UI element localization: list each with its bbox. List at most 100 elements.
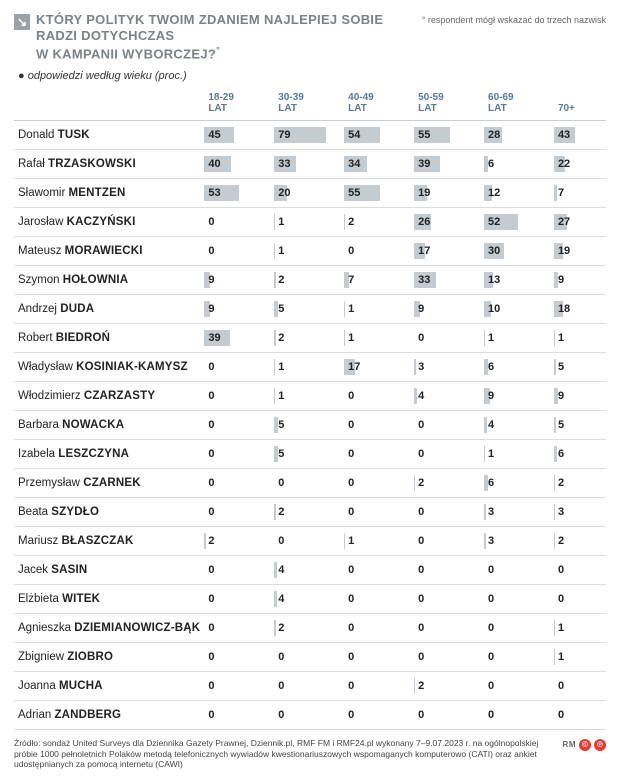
value-label: 1: [278, 212, 284, 232]
value-label: 0: [208, 502, 214, 522]
value-bar: [554, 446, 557, 462]
value-label: 12: [488, 183, 500, 203]
table-row: Władysław Kosiniak-Kamysz0117365: [14, 353, 606, 382]
value-label: 10: [488, 299, 500, 319]
table-row: Barbara Nowacka050045: [14, 411, 606, 440]
value-cell: 0: [484, 585, 554, 614]
value-bar: [554, 475, 555, 491]
table-row: Zbigniew Ziobro000001: [14, 643, 606, 672]
value-cell: 0: [204, 411, 274, 440]
table-row: Beata Szydło020033: [14, 498, 606, 527]
value-cell: 40: [204, 150, 274, 179]
value-label: 0: [208, 647, 214, 667]
politician-name: Zbigniew Ziobro: [14, 643, 204, 672]
value-cell: 2: [554, 527, 606, 556]
value-cell: 1: [554, 324, 606, 353]
value-label: 7: [558, 183, 564, 203]
value-cell: 0: [344, 672, 414, 701]
politician-name: Andrzej Duda: [14, 295, 204, 324]
value-label: 4: [418, 386, 424, 406]
source-note: Źródło: sondaż United Surveys dla Dzienn…: [14, 738, 606, 770]
value-cell: 0: [344, 411, 414, 440]
politician-name: Beata Szydło: [14, 498, 204, 527]
value-cell: 43: [554, 121, 606, 150]
value-label: 2: [278, 270, 284, 290]
table-row: Robert Biedroń3921011: [14, 324, 606, 353]
value-label: 55: [348, 183, 360, 203]
table-row: Przemysław Czarnek000262: [14, 469, 606, 498]
value-bar: [344, 301, 345, 317]
value-cell: 27: [554, 208, 606, 237]
value-bar: [554, 533, 555, 549]
col-header: 60-69LAT: [484, 90, 554, 121]
value-label: 0: [208, 212, 214, 232]
value-cell: 0: [204, 353, 274, 382]
value-bar: [484, 533, 486, 549]
value-label: 5: [278, 444, 284, 464]
value-cell: 19: [414, 179, 484, 208]
value-bar: [484, 417, 487, 433]
value-label: 4: [488, 415, 494, 435]
value-label: 53: [208, 183, 220, 203]
value-label: 40: [208, 154, 220, 174]
table-row: Andrzej Duda95191018: [14, 295, 606, 324]
table-row: Włodzimierz Czarzasty010499: [14, 382, 606, 411]
politician-name: Sławomir Mentzen: [14, 179, 204, 208]
value-cell: 5: [554, 411, 606, 440]
value-label: 9: [558, 270, 564, 290]
value-label: 0: [348, 647, 354, 667]
value-label: 3: [488, 531, 494, 551]
value-cell: 2: [414, 672, 484, 701]
value-cell: 3: [484, 527, 554, 556]
value-cell: 2: [274, 614, 344, 643]
value-label: 5: [558, 357, 564, 377]
value-label: 1: [488, 328, 494, 348]
value-cell: 5: [274, 295, 344, 324]
value-label: 0: [208, 560, 214, 580]
value-cell: 0: [484, 614, 554, 643]
value-cell: 6: [484, 150, 554, 179]
value-label: 34: [348, 154, 360, 174]
value-cell: 0: [344, 643, 414, 672]
value-cell: 9: [414, 295, 484, 324]
value-label: 0: [488, 589, 494, 609]
value-cell: 0: [414, 498, 484, 527]
table-row: Sławomir Mentzen53205519127: [14, 179, 606, 208]
value-label: 33: [418, 270, 430, 290]
value-cell: 0: [484, 701, 554, 730]
politician-name: Elżbieta Witek: [14, 585, 204, 614]
value-cell: 0: [484, 556, 554, 585]
value-cell: 6: [484, 353, 554, 382]
value-cell: 0: [344, 469, 414, 498]
value-bar: [274, 359, 275, 375]
value-bar: [274, 562, 277, 578]
value-bar: [204, 533, 205, 549]
value-label: 13: [488, 270, 500, 290]
value-label: 17: [348, 357, 360, 377]
value-cell: 0: [204, 643, 274, 672]
value-label: 0: [558, 560, 564, 580]
value-label: 2: [278, 618, 284, 638]
value-label: 0: [348, 618, 354, 638]
value-cell: 30: [484, 237, 554, 266]
value-cell: 9: [204, 295, 274, 324]
value-cell: 0: [344, 498, 414, 527]
value-cell: 0: [204, 382, 274, 411]
value-cell: 22: [554, 150, 606, 179]
value-cell: 55: [414, 121, 484, 150]
value-cell: 0: [274, 643, 344, 672]
value-bar: [274, 272, 275, 288]
value-cell: 0: [414, 643, 484, 672]
value-label: 2: [558, 473, 564, 493]
value-bar: [274, 504, 275, 520]
table-row: Jarosław Kaczyński012265227: [14, 208, 606, 237]
value-cell: 0: [344, 382, 414, 411]
value-cell: 1: [274, 237, 344, 266]
value-label: 39: [418, 154, 430, 174]
value-label: 1: [488, 444, 494, 464]
value-cell: 0: [274, 527, 344, 556]
value-label: 1: [348, 299, 354, 319]
value-label: 0: [348, 386, 354, 406]
value-cell: 1: [274, 353, 344, 382]
value-label: 0: [208, 415, 214, 435]
